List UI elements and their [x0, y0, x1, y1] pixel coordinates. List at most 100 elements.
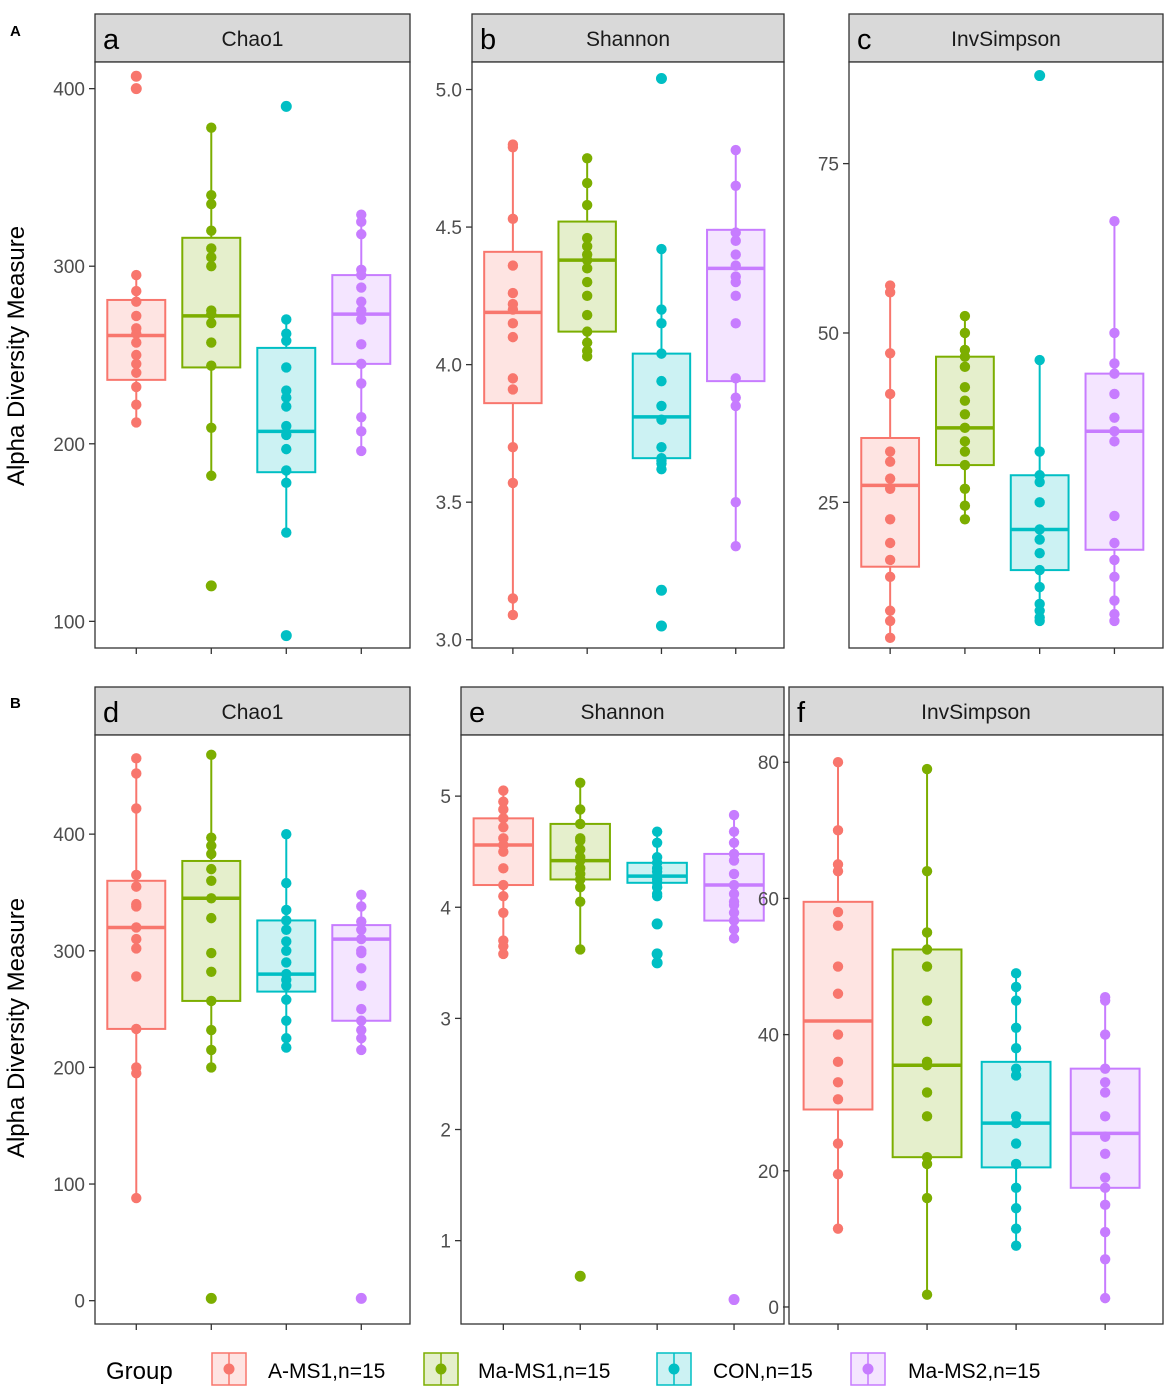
data-point: [832, 865, 844, 877]
data-point: [281, 443, 292, 455]
data-point: [206, 840, 217, 852]
panel-d-ytick-label: 0: [74, 1292, 85, 1313]
data-point: [281, 936, 292, 947]
data-point: [206, 422, 217, 434]
data-point: [281, 477, 292, 489]
data-point: [728, 924, 740, 935]
data-point: [507, 318, 519, 329]
data-point: [728, 826, 740, 837]
data-point: [206, 832, 217, 843]
data-point: [1010, 1043, 1022, 1054]
data-point: [507, 213, 519, 225]
data-point: [656, 585, 667, 596]
data-point: [575, 804, 586, 815]
data-point: [206, 1062, 217, 1073]
data-point: [959, 310, 971, 322]
data-point: [832, 1077, 844, 1088]
legend-label-a-ms1: A-MS1,n=15: [268, 1360, 385, 1383]
data-point: [356, 1015, 367, 1026]
data-point: [656, 375, 667, 387]
data-point: [575, 777, 586, 788]
data-point: [959, 361, 971, 373]
panel-f-strip: [788, 686, 1164, 736]
data-point: [921, 1158, 933, 1170]
data-point: [206, 337, 217, 348]
data-point: [581, 276, 593, 288]
data-point: [206, 189, 217, 201]
legend-label-ma-ms2: Ma-MS2,n=15: [908, 1360, 1040, 1383]
data-point: [1109, 510, 1120, 522]
data-point: [651, 948, 663, 960]
data-point: [498, 846, 509, 857]
box-iqr: [802, 900, 874, 1111]
data-point: [131, 869, 142, 881]
data-point: [581, 232, 593, 244]
data-point: [131, 328, 142, 339]
panel-b-ytick-label: 4.0: [436, 356, 462, 377]
data-point: [131, 296, 142, 307]
data-point: [281, 465, 292, 476]
data-point: [1099, 1063, 1111, 1074]
data-point: [1034, 497, 1045, 508]
data-point: [959, 483, 971, 494]
data-point: [206, 947, 217, 959]
data-point: [728, 855, 740, 866]
data-point: [575, 844, 586, 855]
data-point: [1109, 426, 1120, 437]
data-point: [1010, 1240, 1022, 1251]
data-point: [131, 285, 142, 297]
y-axis-title-top: Alpha Diversity Measure: [3, 226, 30, 486]
data-point: [131, 922, 142, 933]
data-point: [206, 966, 217, 977]
data-point: [206, 912, 217, 924]
data-point: [656, 243, 667, 255]
data-point: [1010, 1223, 1022, 1234]
data-point: [356, 216, 367, 228]
data-point: [884, 537, 896, 549]
data-point: [356, 963, 367, 974]
data-point: [656, 620, 667, 632]
data-point: [581, 351, 593, 362]
panel-e-ytick-label: 2: [440, 1121, 451, 1142]
data-point: [281, 401, 292, 412]
panel-c: c InvSimpson 25 50 75: [818, 13, 1164, 654]
data-point: [206, 225, 217, 236]
data-point: [1099, 1087, 1111, 1098]
data-point: [498, 863, 509, 874]
data-point: [206, 1293, 217, 1304]
data-point: [921, 944, 933, 955]
data-point: [1099, 995, 1111, 1006]
panel-b-title: Shannon: [586, 28, 670, 51]
data-point: [206, 122, 217, 133]
data-point: [1010, 1203, 1022, 1214]
data-point: [581, 326, 593, 337]
data-point: [884, 287, 896, 298]
data-point: [131, 337, 142, 348]
data-point: [884, 571, 896, 583]
data-point: [356, 339, 367, 350]
data-point: [651, 837, 663, 848]
panel-b: b Shannon 3.0 3.5 4.0 4.5 5.0: [436, 13, 785, 654]
data-point: [281, 392, 292, 403]
panel-d: d Chao1 0 100 200 300 400: [53, 686, 411, 1330]
data-point: [730, 541, 741, 552]
data-point: [356, 889, 367, 900]
data-point: [656, 73, 667, 84]
data-point: [581, 263, 593, 274]
data-point: [131, 753, 142, 764]
data-point: [131, 943, 142, 954]
legend-item-a-ms1: A-MS1,n=15: [211, 1352, 385, 1386]
data-point: [356, 980, 367, 991]
data-point: [921, 927, 933, 938]
panel-b-ytick-label: 4.5: [436, 218, 462, 239]
data-point: [959, 500, 971, 511]
data-point: [921, 961, 933, 972]
data-point: [356, 1003, 367, 1015]
data-point: [1010, 1138, 1022, 1149]
data-point: [356, 411, 367, 423]
panel-e-ytick-label: 3: [440, 1009, 451, 1030]
data-point: [131, 417, 142, 428]
data-point: [356, 378, 367, 389]
panel-b-strip: [471, 13, 785, 63]
